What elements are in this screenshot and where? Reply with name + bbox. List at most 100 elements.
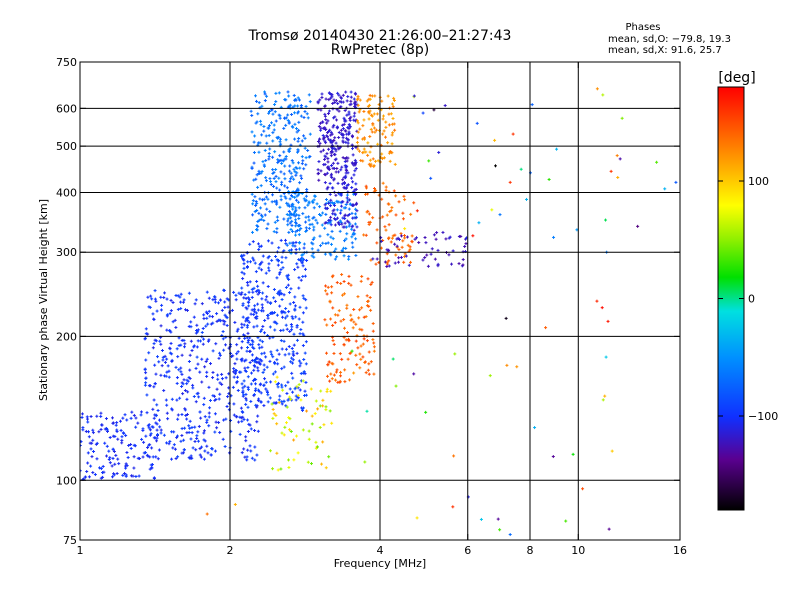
scatter-point bbox=[344, 338, 348, 342]
scatter-point bbox=[429, 252, 433, 256]
scatter-point bbox=[206, 322, 210, 326]
scatter-point bbox=[345, 159, 349, 163]
scatter-point bbox=[297, 233, 301, 237]
scatter-point bbox=[251, 240, 255, 244]
scatter-point bbox=[317, 178, 321, 182]
scatter-point bbox=[225, 323, 229, 327]
scatter-point bbox=[272, 230, 276, 234]
scatter-point bbox=[150, 466, 154, 470]
scatter-point bbox=[329, 133, 333, 137]
scatter-point bbox=[284, 138, 288, 142]
scatter-point bbox=[97, 430, 101, 434]
scatter-point bbox=[232, 370, 236, 374]
scatter-point bbox=[146, 424, 150, 428]
scatter-point bbox=[330, 285, 334, 289]
scatter-point bbox=[409, 212, 413, 216]
scatter-point bbox=[202, 403, 206, 407]
scatter-point bbox=[269, 180, 273, 184]
scatter-point bbox=[246, 316, 250, 320]
scatter-point bbox=[151, 407, 155, 411]
scatter-point bbox=[345, 169, 349, 173]
scatter-point bbox=[289, 360, 293, 364]
scatter-point bbox=[137, 474, 141, 478]
scatter-point bbox=[108, 456, 112, 460]
scatter-point bbox=[297, 258, 301, 262]
scatter-point bbox=[345, 306, 349, 310]
scatter-point bbox=[287, 213, 291, 217]
scatter-point bbox=[318, 205, 322, 209]
scatter-point bbox=[301, 294, 305, 298]
scatter-point bbox=[211, 349, 215, 353]
scatter-point bbox=[348, 117, 352, 121]
scatter-point bbox=[387, 223, 391, 227]
scatter-point bbox=[280, 292, 284, 296]
scatter-point bbox=[372, 165, 376, 169]
scatter-point bbox=[258, 338, 262, 342]
scatter-point bbox=[115, 430, 119, 434]
scatter-point bbox=[277, 135, 281, 139]
scatter-point bbox=[363, 360, 367, 364]
scatter-point bbox=[170, 430, 174, 434]
scatter-point bbox=[218, 298, 222, 302]
scatter-point bbox=[391, 357, 395, 361]
scatter-point bbox=[276, 291, 280, 295]
scatter-point bbox=[242, 258, 246, 262]
scatter-point bbox=[139, 410, 143, 414]
scatter-point bbox=[571, 452, 575, 456]
scatter-point bbox=[412, 372, 416, 376]
scatter-point bbox=[288, 241, 292, 245]
scatter-point bbox=[230, 308, 234, 312]
scatter-point bbox=[270, 258, 274, 262]
scatter-point bbox=[257, 343, 261, 347]
scatter-point bbox=[205, 418, 209, 422]
scatter-point bbox=[271, 171, 275, 175]
scatter-point bbox=[264, 176, 268, 180]
scatter-point bbox=[348, 198, 352, 202]
scatter-point bbox=[169, 298, 173, 302]
scatter-point bbox=[235, 352, 239, 356]
scatter-point bbox=[253, 382, 257, 386]
scatter-point bbox=[325, 187, 329, 191]
scatter-point bbox=[285, 212, 289, 216]
scatter-point bbox=[333, 136, 337, 140]
scatter-point bbox=[220, 377, 224, 381]
scatter-point bbox=[200, 330, 204, 334]
scatter-point bbox=[266, 316, 270, 320]
scatter-point bbox=[320, 95, 324, 99]
scatter-point bbox=[183, 448, 187, 452]
scatter-point bbox=[386, 94, 390, 98]
scatter-point bbox=[293, 170, 297, 174]
scatter-point bbox=[275, 358, 279, 362]
scatter-point bbox=[505, 363, 509, 367]
scatter-point bbox=[332, 123, 336, 127]
scatter-point bbox=[337, 309, 341, 313]
scatter-point bbox=[328, 181, 332, 185]
scatter-point bbox=[291, 229, 295, 233]
scatter-point bbox=[309, 387, 313, 391]
scatter-point bbox=[216, 373, 220, 377]
scatter-point bbox=[340, 165, 344, 169]
scatter-point bbox=[354, 353, 358, 357]
scatter-point bbox=[123, 471, 127, 475]
scatter-point bbox=[615, 154, 619, 158]
scatter-point bbox=[341, 140, 345, 144]
y-axis-label: Stationary phase Virtual Height [km] bbox=[37, 199, 50, 401]
scatter-point bbox=[246, 260, 250, 264]
scatter-point bbox=[168, 439, 172, 443]
scatter-point bbox=[132, 455, 136, 459]
scatter-point bbox=[244, 319, 248, 323]
scatter-point bbox=[319, 389, 323, 393]
scatter-point bbox=[129, 443, 133, 447]
scatter-point bbox=[293, 137, 297, 141]
scatter-point bbox=[350, 317, 354, 321]
scatter-point bbox=[241, 277, 245, 281]
scatter-point bbox=[199, 455, 203, 459]
scatter-point bbox=[325, 121, 329, 125]
scatter-point bbox=[165, 328, 169, 332]
scatter-point bbox=[253, 195, 257, 199]
scatter-point bbox=[285, 405, 289, 409]
scatter-point bbox=[278, 304, 282, 308]
scatter-point bbox=[283, 164, 287, 168]
scatter-point bbox=[127, 443, 131, 447]
scatter-point bbox=[346, 171, 350, 175]
